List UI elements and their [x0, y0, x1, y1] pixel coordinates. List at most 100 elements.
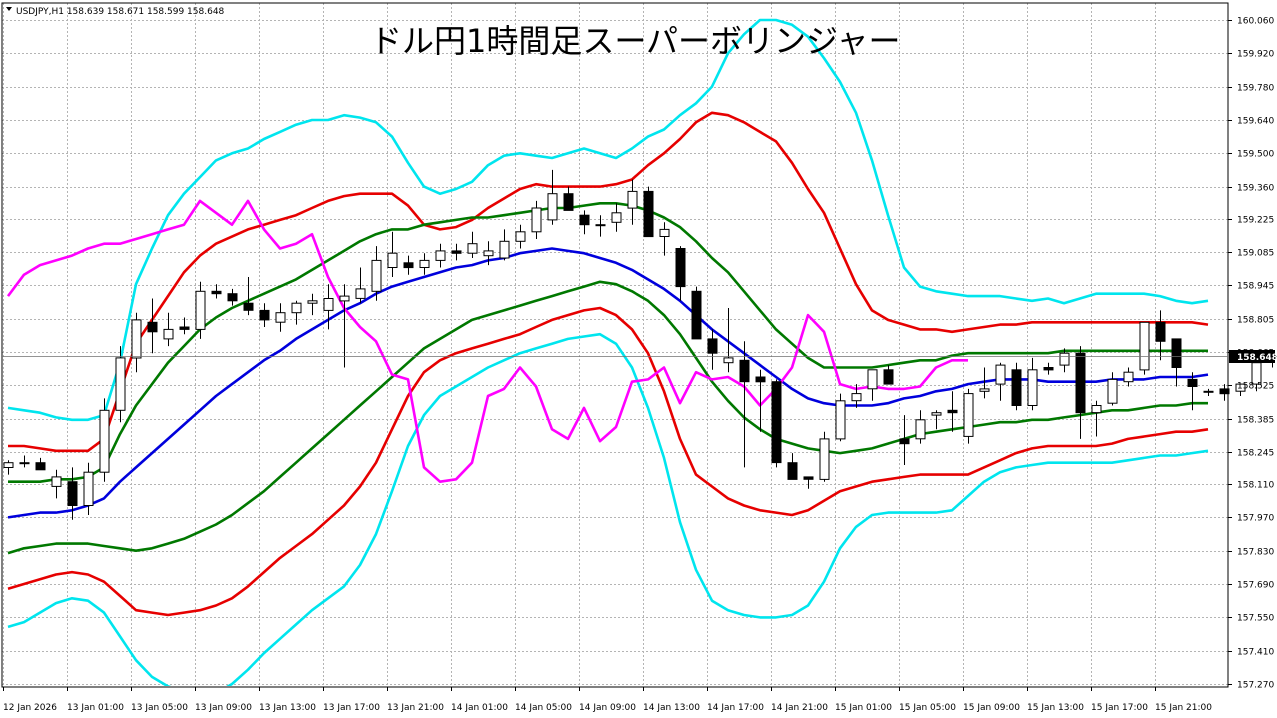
symbol-info-group: USDJPY,H1 158.639 158.671 158.599 158.64…: [6, 7, 225, 17]
x-axis-ticks: 12 Jan 2026 13 Jan 01:00 13 Jan 05:00 13 Ja…: [3, 687, 1212, 713]
y-tick-label: 159.085: [1237, 249, 1274, 259]
candle-bullish: [419, 259, 430, 268]
candle-bullish: [595, 224, 606, 227]
y-tick-label: 160.060: [1237, 17, 1274, 27]
candle-bearish: [739, 359, 750, 383]
candle-bullish: [931, 412, 942, 416]
candle-bearish: [1043, 367, 1054, 371]
bollinger-bands: [6, 18, 1209, 686]
candle-bullish: [723, 357, 734, 364]
x-tick-label: 13 Jan 13:00: [259, 703, 316, 713]
y-tick-label: 159.640: [1237, 117, 1274, 127]
candle-bullish: [531, 207, 542, 233]
lower-1sigma-line: [7, 280, 1208, 555]
candle-bullish: [979, 388, 990, 392]
candle-bullish: [995, 364, 1006, 385]
candle-bullish: [515, 231, 526, 242]
candle-bullish: [819, 438, 830, 480]
plot-frame: [1, 2, 1229, 688]
candle-bullish: [1235, 383, 1246, 392]
y-axis-ticks: 160.060 159.920 159.780 159.640 159.500 159.3…: [1228, 17, 1274, 691]
candle-bullish: [99, 409, 110, 473]
y-tick-label: 157.690: [1237, 581, 1274, 591]
upper-1sigma-line: [8, 202, 1208, 484]
x-tick-label: 14 Jan 01:00: [451, 703, 508, 713]
candle-bullish: [371, 259, 382, 292]
candle-bullish: [307, 300, 318, 304]
candle-bullish: [291, 302, 302, 314]
current-price-tag: [1229, 350, 1275, 363]
candle-bullish: [3, 462, 14, 469]
y-tick-label: 159.500: [1237, 150, 1274, 160]
lagging-span-line: [6, 199, 968, 484]
candle-bearish: [787, 462, 798, 480]
candle-bearish: [755, 376, 766, 383]
candle-bullish: [963, 393, 974, 437]
candle-bullish: [483, 250, 494, 257]
current-price-line-group: 158.648: [2, 350, 1277, 363]
x-tick-label: 13 Jan 01:00: [67, 703, 124, 713]
y-tick-label: 158.945: [1237, 282, 1274, 292]
candle-bearish: [1187, 378, 1198, 387]
y-tick-label: 157.830: [1237, 548, 1274, 558]
x-tick-label: 14 Jan 21:00: [771, 703, 828, 713]
x-tick-label: 15 Jan 05:00: [899, 703, 956, 713]
candle-bullish: [867, 369, 878, 390]
candle-bearish: [259, 309, 270, 321]
x-tick-label: 13 Jan 09:00: [195, 703, 252, 713]
candle-bearish: [707, 338, 718, 354]
candle-bullish: [323, 298, 334, 311]
candle-bullish: [1139, 321, 1150, 371]
y-tick-label: 157.410: [1237, 648, 1274, 658]
candle-bearish: [403, 262, 414, 269]
candle-bearish: [1171, 338, 1182, 368]
candle-bullish: [1091, 405, 1102, 414]
candle-bullish: [1203, 390, 1214, 393]
y-tick-label: 158.805: [1237, 316, 1274, 326]
middle-band-line: [7, 247, 1209, 519]
x-tick-label: 15 Jan 21:00: [1155, 703, 1212, 713]
x-tick-label: 14 Jan 17:00: [707, 703, 764, 713]
candle-bearish: [1075, 352, 1086, 414]
y-tick-label: 157.270: [1237, 681, 1274, 691]
x-tick-label: 14 Jan 09:00: [579, 703, 636, 713]
y-tick-label: 158.245: [1237, 449, 1274, 459]
y-tick-label: 159.360: [1237, 184, 1274, 194]
x-tick-label: 14 Jan 05:00: [515, 703, 572, 713]
candle-bullish: [195, 290, 206, 330]
candle-bullish: [1123, 371, 1134, 383]
candle-bullish: [387, 252, 398, 268]
candle-bearish: [35, 462, 46, 471]
candle-bearish: [643, 190, 654, 238]
candle-bullish: [115, 357, 126, 411]
candle-bearish: [675, 248, 686, 288]
candle-bullish: [339, 295, 350, 302]
x-tick-label: 12 Jan 2026: [3, 703, 57, 713]
candle-bullish: [627, 190, 638, 209]
candle-bullish: [499, 240, 510, 259]
candle-bearish: [803, 476, 814, 480]
candle-bearish: [947, 409, 958, 414]
axes: [1, 2, 1229, 688]
chart-title: ドル円1時間足スーパーボリンジャー: [370, 22, 900, 60]
lower-3sigma-line: [7, 332, 1209, 686]
candle-bullish: [355, 288, 366, 299]
candle-bearish: [451, 250, 462, 254]
current-price-label: 158.648: [1237, 353, 1277, 363]
triangle-down-icon[interactable]: [6, 7, 12, 11]
y-tick-label: 158.110: [1237, 481, 1274, 491]
symbol-info: USDJPY,H1 158.639 158.671 158.599 158.64…: [16, 7, 225, 17]
x-tick-label: 13 Jan 05:00: [131, 703, 188, 713]
candle-bullish: [467, 243, 478, 254]
candle-bullish: [851, 393, 862, 402]
candle-bearish: [147, 321, 158, 333]
candle-bearish: [179, 326, 190, 330]
candle-bullish: [659, 228, 670, 237]
candle-bearish: [771, 381, 782, 464]
candle-bullish: [1107, 378, 1118, 404]
x-tick-label: 13 Jan 21:00: [387, 703, 444, 713]
lower-2sigma-line: [7, 306, 1209, 617]
y-tick-label: 158.525: [1237, 382, 1274, 392]
candle-bearish: [227, 293, 238, 302]
